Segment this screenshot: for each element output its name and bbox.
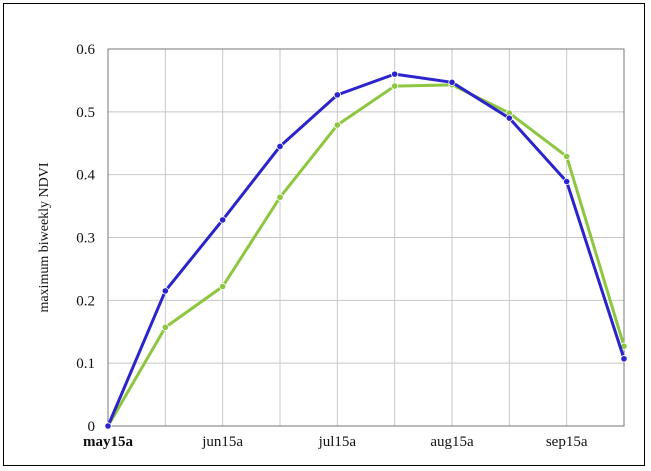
data-point: [161, 287, 169, 295]
x-tick-label: jun15a: [201, 434, 243, 450]
series-1: [104, 70, 628, 430]
plot-area-border: [107, 48, 625, 427]
data-point: [505, 114, 513, 122]
data-point: [620, 355, 628, 363]
data-point: [391, 70, 399, 78]
data-point: [276, 142, 284, 150]
y-tick-label: 0.1: [76, 356, 95, 372]
data-point: [391, 82, 399, 90]
data-point: [448, 78, 456, 86]
y-tick-label: 0.4: [76, 168, 95, 184]
chart-frame: [3, 3, 645, 466]
series-2: [104, 81, 628, 430]
data-point: [161, 323, 169, 331]
y-axis-label: maximum biweekly NDVI: [37, 162, 52, 312]
data-point: [104, 422, 112, 430]
series-line: [106, 72, 626, 427]
data-point: [333, 91, 341, 99]
data-point: [563, 177, 571, 186]
y-tick-labels: 0 0.1 0.2 0.3 0.4 0.5 0.6: [76, 42, 95, 435]
x-tick-label: may15a: [83, 434, 133, 450]
series-layer: [104, 70, 628, 430]
y-tick-label: 0: [88, 419, 96, 435]
data-point: [333, 121, 341, 129]
data-point: [219, 282, 227, 291]
y-tick-label: 0.3: [76, 231, 95, 247]
data-point: [276, 193, 284, 201]
x-tick-labels: may15a jun15a jul15a aug15a sep15a: [83, 434, 588, 450]
data-point: [219, 216, 227, 224]
x-tick-label: jul15a: [318, 434, 357, 450]
x-tick-label: aug15a: [430, 434, 474, 450]
y-tick-label: 0.2: [76, 293, 95, 309]
y-tick-label: 0.6: [76, 42, 95, 58]
data-point: [563, 152, 571, 161]
x-tick-label: sep15a: [546, 434, 588, 450]
series-line: [106, 83, 626, 427]
y-tick-label: 0.5: [76, 105, 95, 121]
